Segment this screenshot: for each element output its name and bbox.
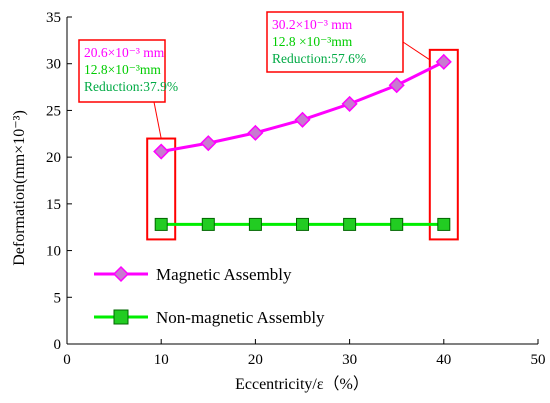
data-point (343, 217, 357, 231)
data-point (153, 143, 170, 160)
data-point (294, 111, 311, 128)
x-tick-label: 40 (436, 352, 451, 368)
y-tick-label: 20 (46, 150, 61, 166)
legend-label: Magnetic Assembly (156, 265, 292, 284)
annotation-text: Reduction:37.9% (84, 79, 178, 94)
data-point (154, 217, 168, 231)
x-tick-label: 30 (342, 352, 357, 368)
legend-label: Non-magnetic Assembly (156, 308, 325, 327)
annotation-connector (153, 101, 162, 139)
annotation-box: 30.2×10⁻³ mm 12.8 ×10⁻³mm Reduction:57.6% (266, 11, 431, 73)
annotation-frame (78, 39, 166, 103)
data-point (200, 135, 217, 152)
annotation-text: 20.6×10⁻³ mm (84, 45, 165, 60)
y-axis-title: Deformation(mm×10⁻³) (11, 110, 28, 266)
y-tick-label: 15 (46, 197, 61, 213)
series (153, 53, 452, 160)
data-point (247, 124, 264, 141)
y-tick-label: 5 (54, 290, 62, 306)
x-axis-title: Eccentricity/ε（%） (235, 375, 369, 393)
highlight-box (428, 48, 459, 241)
y-tick-label: 30 (46, 57, 61, 73)
data-point (201, 217, 215, 231)
series (154, 217, 451, 231)
y-tick-label: 0 (54, 337, 62, 353)
y-tick-label: 10 (46, 244, 61, 260)
series-layer (153, 53, 452, 231)
data-point (248, 217, 262, 231)
data-point (390, 217, 404, 231)
annotation-text: 12.8 ×10⁻³mm (272, 34, 353, 49)
x-tick-label: 20 (248, 352, 263, 368)
x-tick-label: 0 (63, 352, 71, 368)
axes (66, 17, 538, 345)
annotations: 20.6×10⁻³ mm 12.8×10⁻³mm Reduction:37.9% 30… (78, 11, 431, 139)
data-point (341, 95, 358, 112)
annotation-connector (402, 41, 431, 61)
legend-marker (113, 309, 129, 325)
legend-marker (112, 265, 130, 283)
legend-item: Non-magnetic Assembly (94, 308, 325, 327)
x-tick-label: 10 (154, 352, 169, 368)
x-ticks: 0 10 20 30 40 50 (63, 339, 546, 368)
legend: Magnetic Assembly Non-magnetic Assembly (94, 265, 325, 327)
series-line (160, 60, 445, 154)
annotation-box: 20.6×10⁻³ mm 12.8×10⁻³mm Reduction:37.9% (78, 39, 178, 139)
annotation-text: 30.2×10⁻³ mm (272, 17, 353, 32)
data-point (296, 217, 309, 231)
data-point (437, 217, 451, 231)
y-tick-label: 35 (46, 10, 61, 26)
annotation-text: 12.8×10⁻³mm (84, 62, 161, 77)
y-ticks: 0 5 10 15 20 25 30 35 (46, 10, 72, 353)
x-tick-label: 50 (531, 352, 546, 368)
y-tick-label: 25 (46, 103, 61, 119)
annotation-frame (266, 11, 404, 73)
data-point (435, 53, 452, 70)
legend-item: Magnetic Assembly (94, 265, 292, 284)
annotation-text: Reduction:57.6% (272, 51, 366, 66)
data-point (388, 77, 405, 94)
